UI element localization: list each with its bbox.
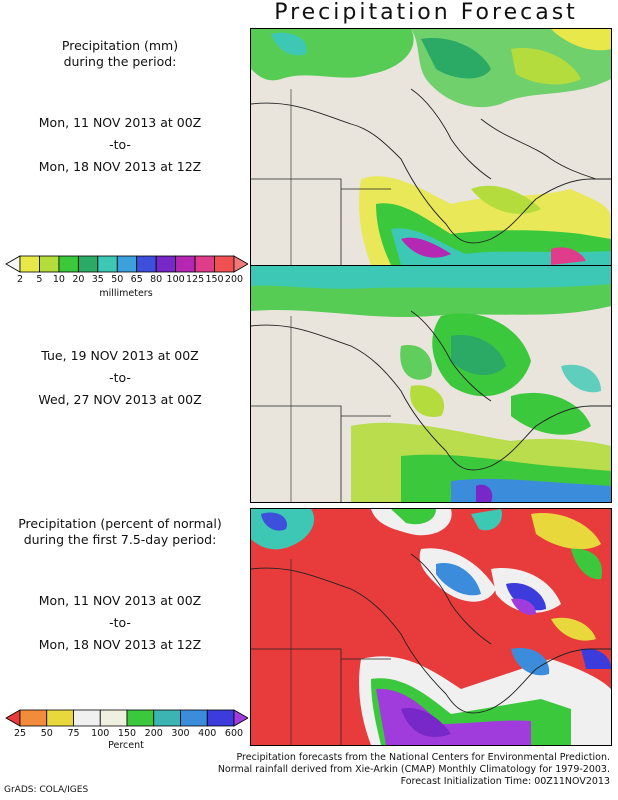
colorbar-percent-swatch: [126, 709, 155, 727]
panel2-from: Tue, 19 NOV 2013 at 00Z: [41, 348, 199, 363]
colorbar-mm-swatch: [155, 255, 177, 273]
colorbar-mm-tick-label: 65: [130, 274, 143, 285]
colorbar-mm-swatch: [136, 255, 157, 273]
panel3-heading2: during the first 7.5-day period:: [23, 532, 217, 547]
colorbar-mm-tick-label: 5: [36, 274, 43, 285]
colorbar-mm-tick-label: 200: [224, 274, 244, 285]
colorbar-percent-tick-label: 75: [67, 728, 80, 739]
panel1-heading2: during the period:: [63, 54, 177, 69]
colorbar-percent-swatch: [153, 709, 181, 727]
panel3-to: Mon, 18 NOV 2013 at 12Z: [38, 637, 202, 652]
panel1-label: Precipitation (mm) during the period:: [20, 38, 220, 70]
colorbar-percent-tick-label: 300: [171, 728, 190, 739]
panel2-sep: -to-: [109, 370, 131, 385]
map-week1-precip: [250, 28, 612, 266]
panel1-from: Mon, 11 NOV 2013 at 00Z: [38, 115, 202, 130]
colorbar-percent-swatch: [73, 709, 101, 727]
colorbar-mm-swatch: [194, 255, 215, 273]
colorbar-mm-tick-label: 100: [166, 274, 185, 285]
map-week2-svg: [251, 266, 611, 502]
map-week1-svg: [251, 29, 611, 265]
colorbar-mm-swatch: [19, 255, 40, 273]
page-title: Precipitation Forecast: [274, 0, 578, 25]
colorbar-mm: 2 5 10 20 35 50 65 80 100 125 150 200 millimeters: [4, 254, 249, 304]
colorbar-mm-unit: millimeters: [99, 288, 153, 299]
panel3-sep: -to-: [109, 615, 131, 630]
panel1-sep: -to-: [109, 137, 131, 152]
footer-line2: Normal rainfall derived from Xie-Arkin (…: [217, 764, 610, 775]
panel3-period: Mon, 11 NOV 2013 at 00Z -to- Mon, 18 NOV…: [20, 590, 220, 656]
colorbar-percent-ticks: 25 50 75 100 150 200 300 400 600: [4, 728, 248, 740]
colorbar-mm-tick-label: 2: [16, 274, 24, 285]
map-percent-svg: [251, 509, 611, 745]
grads-credit: GrADS: COLA/IGES: [4, 785, 89, 795]
colorbar-mm-tick-label: 35: [91, 274, 104, 285]
colorbar-mm-swatches: [5, 255, 249, 273]
colorbar-percent-tick-label: 600: [224, 728, 244, 739]
colorbar-mm-tick-label: 80: [150, 274, 163, 285]
colorbar-mm-swatch: [58, 255, 79, 273]
panel3-heading1: Precipitation (percent of normal): [18, 516, 222, 531]
map-percent-of-normal: [250, 508, 612, 746]
colorbar-mm-swatch: [77, 255, 99, 273]
colorbar-mm-tick-label: 20: [72, 274, 85, 285]
colorbar-mm-swatch: [175, 255, 196, 273]
colorbar-percent-swatch: [19, 709, 48, 727]
colorbar-mm-swatch: [97, 255, 118, 273]
colorbar-mm-tick-label: 10: [52, 274, 65, 285]
panel1-period: Mon, 11 NOV 2013 at 00Z -to- Mon, 18 NOV…: [20, 112, 220, 178]
colorbar-percent-swatch: [46, 709, 74, 727]
colorbar-percent-tick-label: 200: [144, 728, 163, 739]
colorbar-mm-tick-label: 50: [111, 274, 124, 285]
colorbar-mm-ticks: 2 5 10 20 35 50 65 80 100 125 150 200: [4, 274, 248, 286]
panel1-to: Mon, 18 NOV 2013 at 12Z: [38, 159, 202, 174]
colorbar-percent-tick-label: 50: [40, 728, 53, 739]
colorbar-percent-tick-label: 100: [91, 728, 110, 739]
colorbar-mm-swatch: [116, 255, 138, 273]
colorbar-percent-swatch: [206, 709, 235, 727]
colorbar-percent: 25 50 75 100 150 200 300 400 600 Percent: [4, 708, 249, 758]
footer-notes: Precipitation forecasts from the Nationa…: [200, 752, 610, 788]
colorbar-percent-swatch: [99, 709, 128, 727]
panel3-from: Mon, 11 NOV 2013 at 00Z: [38, 593, 202, 608]
footer-line3: Forecast Initialization Time: 00Z11NOV20…: [400, 776, 610, 787]
colorbar-mm-swatch: [39, 255, 60, 273]
colorbar-percent-unit: Percent: [108, 740, 144, 751]
colorbar-percent-tick-label: 25: [13, 728, 27, 739]
colorbar-mm-tick-label: 125: [186, 274, 205, 285]
panel2-period: Tue, 19 NOV 2013 at 00Z -to- Wed, 27 NOV…: [20, 345, 220, 411]
panel2-to: Wed, 27 NOV 2013 at 00Z: [38, 392, 202, 407]
colorbar-percent-swatch: [180, 709, 208, 727]
colorbar-mm-tick-label: 150: [205, 274, 224, 285]
colorbar-percent-tick-label: 400: [198, 728, 217, 739]
colorbar-mm-swatch: [214, 255, 235, 273]
footer-line1: Precipitation forecasts from the Nationa…: [236, 752, 610, 763]
panel3-label: Precipitation (percent of normal) during…: [10, 516, 230, 548]
map-week2-precip: [250, 265, 612, 503]
colorbar-percent-tick-label: 150: [117, 728, 137, 739]
colorbar-percent-swatches: [5, 709, 249, 727]
panel1-heading1: Precipitation (mm): [61, 38, 179, 53]
